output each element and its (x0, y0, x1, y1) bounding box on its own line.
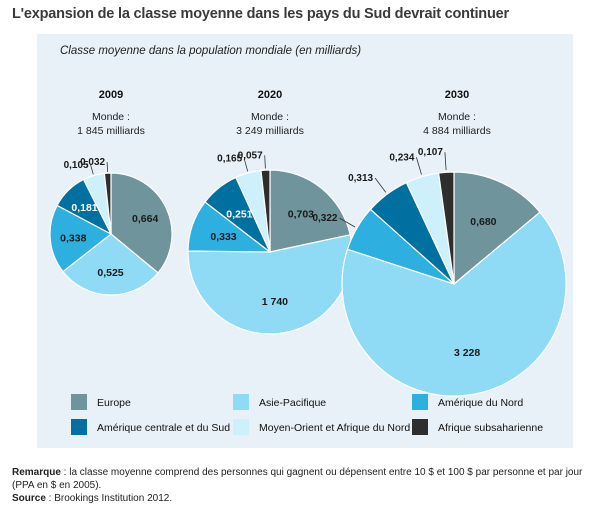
chart-2020-year-label: 2020 (258, 89, 282, 101)
chart-2030-slice-afrique-subsaharienne (437, 171, 455, 285)
chart-2020-world-value: 3 249 milliards (236, 125, 304, 137)
chart-2030-slice-asie-pacifique (341, 211, 567, 397)
remark-text: : la classe moyenne comprend des personn… (12, 467, 583, 491)
chart-2030-world-value: 4 884 milliards (423, 125, 491, 137)
source-note: Source : Brookings Institution 2012. (12, 493, 172, 504)
legend-swatch-europe (71, 394, 87, 410)
chart-2020-slice-europe (269, 169, 351, 253)
remark-note: Remarque : la classe moyenne comprend de… (12, 467, 592, 492)
chart-2009-slice-afrique-subsaharienne (103, 172, 112, 235)
chart-2020-label-amerique-du-nord: 0,333 (210, 231, 236, 243)
chart-2020-slice-afrique-subsaharienne (260, 169, 271, 253)
chart-2009-label-amerique-du-nord: 0,338 (60, 232, 86, 244)
chart-2020-leader-afrique-subsaharienne (264, 155, 266, 169)
chart-2009-world-value: 1 845 milliards (77, 125, 145, 137)
chart-2020-world-label: Monde : (251, 111, 289, 123)
chart-2009-leader-moyen-orient-afrique-du-nord (90, 164, 94, 175)
chart-2030-label-afrique-subsaharienne: 0,107 (418, 147, 443, 158)
legend-label-afrique-subsaharienne: Afrique subsaharienne (438, 422, 543, 434)
chart-title: L'expansion de la classe moyenne dans le… (12, 6, 509, 22)
legend-label-amerique-centrale-et-du-sud: Amérique centrale et du Sud (97, 422, 230, 434)
legend-swatch-moyen-orient-afrique-du-nord (233, 419, 249, 435)
legend-swatch-afrique-subsaharienne (412, 419, 428, 435)
chart-2020-leader-moyen-orient-afrique-du-nord (243, 158, 249, 172)
source-text: : Brookings Institution 2012. (45, 493, 173, 504)
chart-2009-slice-amerique-du-nord (49, 204, 113, 273)
chart-2030-label-europe: 0,680 (470, 216, 496, 228)
chart-2009-slice-asie-pacifique (62, 233, 159, 296)
chart-2030-leader-amerique-du-nord (339, 217, 356, 228)
chart-2009-label-europe: 0,664 (132, 213, 158, 225)
chart-2030-year-label: 2030 (445, 89, 469, 101)
chart-2009-slice-europe (110, 172, 173, 274)
chart-2030-slice-europe (453, 171, 541, 286)
chart-2020-label-asie-pacifique: 1 740 (262, 296, 288, 308)
source-label: Source (12, 493, 46, 504)
pie-charts: 2009 Monde : 1 845 milliards 0,664 0,525 0,33… (49, 89, 567, 435)
remark-label: Remarque (12, 467, 61, 478)
legend-swatch-amerique-centrale-et-du-sud (71, 419, 87, 435)
legend-label-moyen-orient-afrique-du-nord: Moyen-Orient et Afrique du Nord (259, 422, 410, 434)
legend-swatch-amerique-du-nord (412, 394, 428, 410)
chart-2009-label-amerique-centrale-et-du-sud: 0,181 (71, 202, 97, 214)
legend-label-amerique-du-nord: Amérique du Nord (438, 397, 523, 409)
chart-2030-label-amerique-du-nord: 0,322 (312, 213, 337, 224)
chart-2009-leader-afrique-subsaharienne (106, 162, 108, 172)
chart-2009-year-label: 2009 (99, 89, 123, 101)
chart-subtitle: Classe moyenne dans la population mondia… (60, 45, 362, 57)
chart-2030-world-label: Monde : (438, 111, 476, 123)
chart-2030-leader-moyen-orient-afrique-du-nord (416, 157, 422, 175)
chart-2009-label-afrique-subsaharienne: 0,032 (80, 157, 105, 168)
chart-2020-label-europe: 0,703 (288, 209, 314, 221)
chart-2020-label-afrique-subsaharienne: 0,057 (238, 150, 263, 161)
legend-swatch-asie-pacifique (233, 394, 249, 410)
legend-label-asie-pacifique: Asie-Pacifique (259, 397, 326, 409)
chart-2009-label-asie-pacifique: 0,525 (97, 267, 123, 279)
chart-2030-label-asie-pacifique: 3 228 (454, 347, 480, 359)
chart-2030-leader-afrique-subsaharienne (444, 152, 447, 171)
chart-2009-world-label: Monde : (92, 111, 130, 123)
chart-2030-label-amerique-centrale-et-du-sud: 0,313 (348, 173, 373, 184)
chart-2020-label-moyen-orient-afrique-du-nord: 0,165 (217, 154, 242, 165)
chart-2030-leader-amerique-centrale-et-du-sud (374, 177, 387, 193)
legend-label-europe: Europe (97, 397, 131, 409)
chart-2009-label-moyen-orient-afrique-du-nord: 0,105 (64, 160, 89, 171)
chart-2020-label-amerique-centrale-et-du-sud: 0,251 (226, 209, 252, 221)
chart-panel: Classe moyenne dans la population mondia… (37, 34, 573, 448)
chart-2030-label-moyen-orient-afrique-du-nord: 0,234 (389, 152, 414, 163)
